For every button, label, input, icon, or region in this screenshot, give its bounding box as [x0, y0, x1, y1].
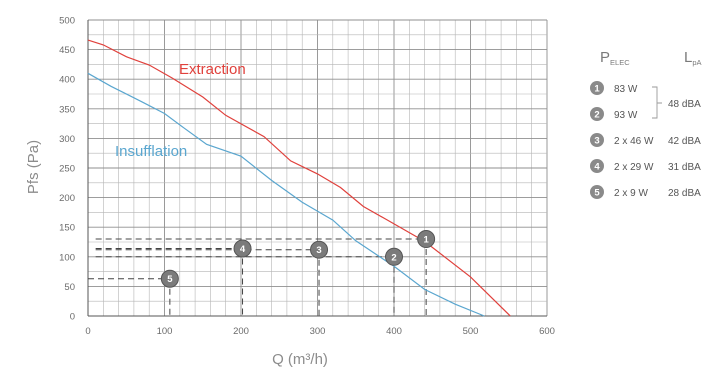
y-tick-label: 250: [59, 164, 75, 175]
legend: PELEC LpA 1 83 W 2 93 W 3 2 x 46 W 42 dBA 4 2 x …: [590, 49, 702, 199]
operating-point-marker: [160, 269, 179, 288]
legend-row-number: 4: [594, 161, 600, 172]
legend-row-power: 93 W: [614, 110, 638, 121]
x-tick-label: 100: [157, 326, 173, 337]
legend-row-power: 2 x 9 W: [614, 188, 648, 199]
legend-row-number: 3: [594, 135, 599, 146]
series-label-extraction: Extraction: [179, 61, 246, 78]
operating-point-label: 4: [240, 244, 246, 255]
legend-group-noise: 48 dBA: [668, 99, 701, 110]
operating-point-marker: [310, 240, 329, 259]
operating-points: 1 2 3 4 5: [160, 230, 436, 288]
legend-header-noise: LpA: [684, 49, 702, 67]
x-tick-label: 200: [233, 326, 249, 337]
x-tick-label: 500: [463, 326, 479, 337]
legend-row-noise: 28 dBA: [668, 188, 701, 199]
x-axis-title: Q (m³/h): [272, 351, 328, 368]
y-tick-label: 300: [59, 134, 75, 145]
series-line-insufflation: [87, 72, 485, 317]
legend-row-marker: [590, 159, 604, 173]
series-label-insufflation: Insufflation: [115, 143, 187, 160]
y-tick-label: 150: [59, 223, 75, 234]
operating-point-label: 3: [316, 245, 321, 256]
legend-row-marker: [590, 133, 604, 147]
grid: [87, 19, 548, 317]
y-tick-label: 50: [64, 282, 75, 293]
legend-row-number: 1: [594, 83, 600, 94]
legend-row-power: 2 x 29 W: [614, 162, 654, 173]
legend-row-marker: [590, 107, 604, 121]
x-tick-label: 0: [85, 326, 90, 337]
y-tick-label: 200: [59, 193, 75, 204]
series-line-extraction: [87, 39, 511, 317]
y-axis-title: Pfs (Pa): [25, 140, 42, 194]
legend-header-power: PELEC: [600, 49, 630, 67]
legend-row-number: 5: [594, 187, 600, 198]
legend-row-marker: [590, 81, 604, 95]
operating-point-marker: [385, 247, 403, 266]
legend-row-power: 2 x 46 W: [614, 136, 654, 147]
operating-point-label: 1: [423, 235, 429, 246]
reference-lines: [88, 238, 427, 316]
legend-row-power: 83 W: [614, 84, 638, 95]
x-tick-label: 400: [386, 326, 402, 337]
operating-point-marker: [233, 239, 252, 258]
y-tick-label: 450: [59, 45, 75, 56]
y-tick-label: 100: [59, 252, 75, 263]
legend-bracket: [652, 86, 662, 119]
series-curves: [87, 39, 511, 317]
y-tick-label: 400: [59, 75, 75, 86]
legend-row-noise: 42 dBA: [668, 136, 701, 147]
legend-row-number: 2: [594, 109, 599, 120]
tick-labels: 0 100 200 300 400 500 600050100150200250300350…: [59, 16, 555, 338]
operating-point-label: 2: [391, 252, 396, 263]
x-tick-label: 300: [310, 326, 326, 337]
legend-row-noise: 31 dBA: [668, 162, 701, 173]
operating-point-marker: [417, 230, 436, 249]
x-tick-label: 600: [539, 326, 555, 337]
y-tick-label: 0: [70, 312, 75, 323]
y-tick-label: 500: [59, 16, 75, 27]
operating-point-label: 5: [167, 274, 173, 285]
y-tick-label: 350: [59, 104, 75, 115]
legend-row-marker: [590, 185, 604, 199]
